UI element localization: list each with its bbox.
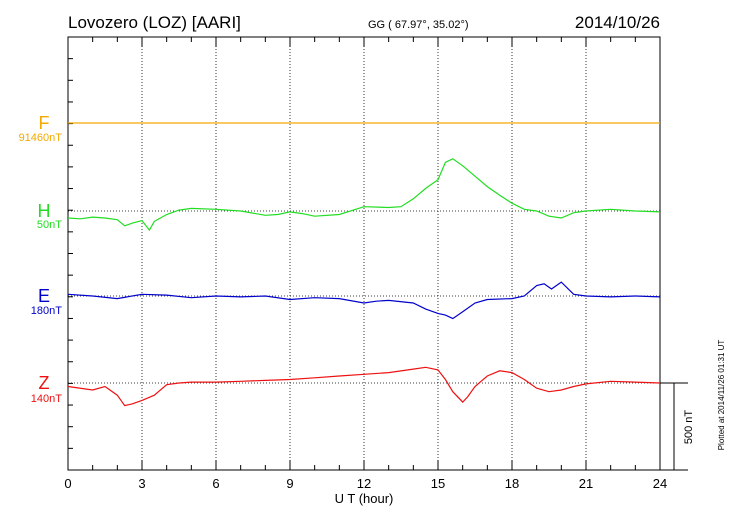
plot-timestamp: Plotted at 2014/11/26 01:31 UT — [717, 340, 726, 451]
series-name-f: F — [39, 113, 50, 133]
series-name-e: E — [38, 286, 50, 306]
x-tick-label: 18 — [505, 476, 519, 491]
series-line-z — [67, 366, 661, 407]
x-tick-label: 9 — [286, 476, 293, 491]
series-baseline-h: 50nT — [37, 219, 62, 231]
series-lines — [67, 122, 661, 407]
x-tick-label: 6 — [212, 476, 219, 491]
series-line-e — [67, 281, 661, 320]
chart-title: Lovozero (LOZ) [AARI] — [68, 13, 241, 32]
x-tick-labels: 0 3 6 9 12 15 18 21 24 — [64, 476, 667, 491]
x-axis-label: U T (hour) — [335, 491, 394, 506]
station-coordinates: GG ( 67.97°, 35.02°) — [368, 19, 469, 31]
x-tick-label: 21 — [579, 476, 593, 491]
x-tick-label: 12 — [357, 476, 371, 491]
x-tick-label: 3 — [138, 476, 145, 491]
series-baseline-f: 91460nT — [19, 132, 63, 144]
series-baseline-z: 140nT — [31, 393, 62, 405]
x-tick-label: 24 — [653, 476, 667, 491]
grid-lines — [68, 37, 660, 470]
chart-date: 2014/10/26 — [575, 13, 660, 32]
series-baseline-e: 180nT — [31, 305, 62, 317]
x-tick-label: 0 — [64, 476, 71, 491]
x-tick-label: 15 — [431, 476, 445, 491]
scale-bar-label: 500 nT — [683, 410, 695, 445]
series-line-h — [67, 158, 661, 232]
scale-bar: 500 nT — [660, 382, 695, 471]
series-name-h: H — [38, 201, 51, 221]
series-name-z: Z — [39, 373, 50, 393]
axis-ticks — [67, 37, 661, 471]
